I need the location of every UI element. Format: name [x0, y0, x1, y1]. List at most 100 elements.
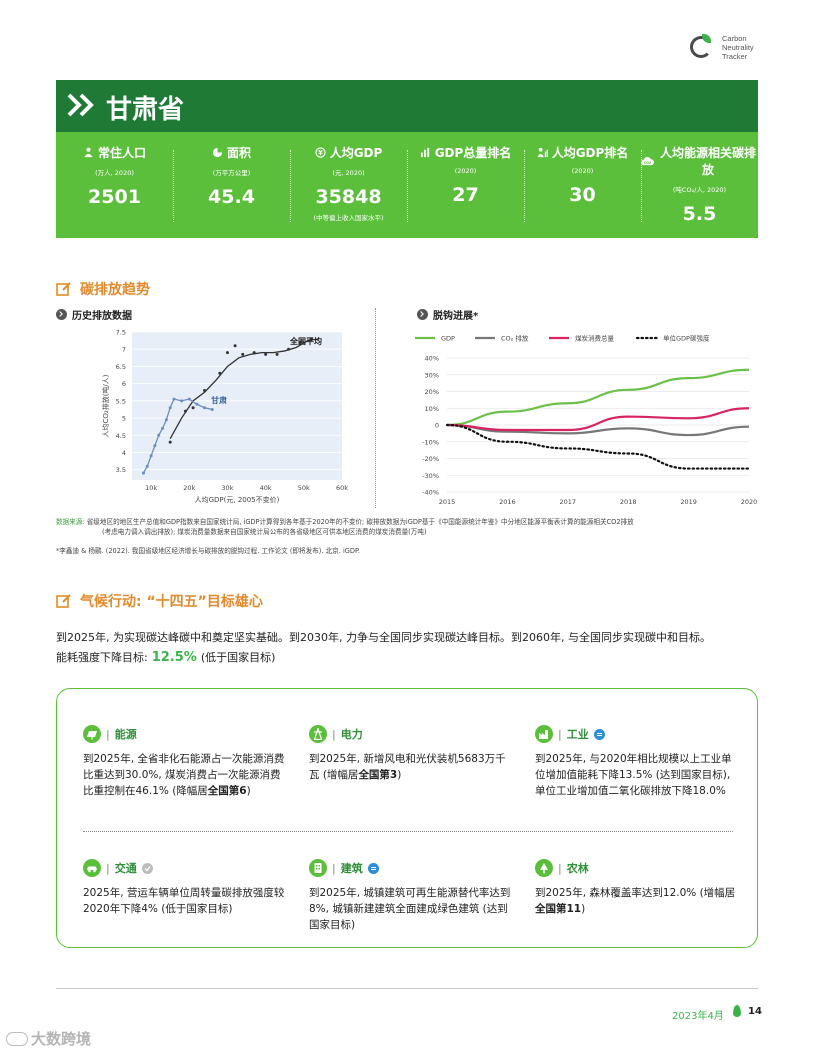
y-tick-label: 30% [425, 371, 439, 379]
y-tick-label: 5 [122, 415, 126, 423]
person-rank-icon [537, 147, 548, 158]
y-tick-label: 0 [435, 422, 439, 430]
legend: GDP CO₂ 排放 煤炭消费总量 单位GDP碳强度 [415, 334, 710, 343]
watermark: 大数跨境 [6, 1028, 91, 1049]
legend-label: 单位GDP碳强度 [663, 334, 710, 343]
publication-date: 2023年4月 [672, 1011, 724, 1022]
goal-title: 建筑 [340, 862, 363, 875]
stat-unit: (万人, 2020) [95, 169, 134, 177]
x-tick-label: 50k [298, 484, 310, 492]
power-tower-icon [309, 725, 327, 743]
stat-value: 5.5 [682, 203, 717, 225]
footnote: *李鑫迪 & 杨鹂. (2022). 我国省级地区经济增长与碳排放的脱钩过程. … [56, 547, 361, 555]
footer-rule [56, 988, 758, 989]
data-point [252, 351, 256, 355]
x-tick-label: 2015 [439, 498, 456, 506]
yuan-icon: ¥ [315, 147, 326, 158]
legend-label: CO₂ 排放 [501, 334, 529, 343]
source-label: 数据来源: [56, 518, 85, 526]
data-point [153, 444, 157, 448]
intro-line-1: 到2025年, 为实现碳达峰碳中和奠定坚实基础。到2030年, 力争与全国同步实… [56, 631, 711, 644]
stat-unit: (吨CO₂/人, 2020) [672, 186, 727, 194]
logo-text: Carbon Neutrality Tracker [722, 34, 754, 61]
logo-line-2: Neutrality [722, 43, 754, 52]
subtitle-text: 脱钩进展* [433, 311, 479, 322]
svg-text:CO2: CO2 [644, 160, 652, 164]
source-text: 省级地区的地区生产总值和GDP指数来自国家统计局, iGDP计算得到各年基于20… [86, 518, 634, 526]
y-axis-label: 人均CO₂排放(吨/人) [101, 374, 110, 437]
stat-gdp-per-capita-rank: 人均GDP排名 (2020) 30 [524, 144, 641, 238]
stat-population: 常住人口 (万人, 2020) 2501 [56, 144, 173, 238]
grid [447, 357, 749, 493]
stat-gdp-per-capita: ¥ 人均GDP (元, 2020) 35848 (中等偏上收入国家水平) [290, 144, 407, 238]
energy-target-label: 能耗强度下降目标: [56, 651, 148, 664]
series-line [446, 368, 750, 427]
separator: | [332, 727, 336, 741]
data-point [203, 406, 207, 410]
y-tick-label: -40% [422, 489, 439, 497]
stat-label: 人均GDP排名 [551, 146, 629, 160]
y-tick-label: 40% [425, 355, 439, 363]
y-tick-labels: -40% -30% -20% -10% 0 10% 20% 30% 40% [422, 355, 439, 497]
y-tick-label: 7.5 [116, 330, 126, 337]
panel-divider [83, 831, 733, 832]
plot-background [132, 332, 342, 480]
goal-title: 工业 [566, 728, 589, 741]
separator: | [106, 727, 110, 741]
goal-head: | 农林 [535, 859, 740, 877]
legend-label: 煤炭消费总量 [575, 334, 615, 343]
y-tick-label: 20% [425, 388, 439, 396]
data-point [275, 352, 279, 356]
y-tick-label: 4.5 [116, 432, 126, 440]
stat-gdp-label-row: ¥ 人均GDP [290, 144, 407, 161]
y-tick-label: 6 [122, 380, 126, 388]
stat-label: 人均GDP [329, 146, 383, 160]
x-tick-labels: 2015 2016 2017 2018 2019 2020 [439, 498, 758, 506]
energy-target-value: 12.5% [151, 650, 197, 665]
series-group [141, 337, 320, 475]
stat-unit: (2020) [571, 167, 594, 175]
source-line-1: 数据来源: 省级地区的地区生产总值和GDP指数来自国家统计局, iGDP计算得到… [56, 517, 758, 527]
y-tick-label: -30% [422, 472, 439, 480]
people-icon [84, 147, 93, 158]
data-point [172, 397, 176, 401]
goal-text: 到2025年, 森林覆盖率达到12.0% (增幅居全国第11) [535, 885, 740, 917]
y-tick-label: -10% [422, 438, 439, 446]
x-tick-label: 2018 [620, 498, 637, 506]
section-title-text: 碳排放趋势 [80, 282, 150, 298]
stat-note: (中等偏上收入国家水平) [313, 214, 384, 222]
check-icon [141, 862, 153, 874]
goal-energy: | 能源 到2025年, 全省非化石能源占一次能源消费比重达到30.0%, 煤炭… [83, 725, 288, 799]
goal-head: | 工业 [535, 725, 740, 743]
data-point [187, 397, 191, 401]
tree-icon [535, 859, 553, 877]
y-tick-label: 7 [122, 346, 126, 354]
goal-rank: 全国第3 [358, 769, 398, 781]
source-text-2: (考虑电力调入调出排放); 煤炭消费量数据来自国家统计局公布的各省级地区可供本地… [102, 528, 427, 536]
series-line [445, 423, 751, 470]
goal-head: | 交通 [83, 859, 288, 877]
goal-text: 到2025年, 全省非化石能源占一次能源消费比重达到30.0%, 煤炭消费占一次… [83, 751, 288, 799]
energy-intensity-target: 能耗强度下降目标: 12.5% (低于国家目标) [56, 648, 766, 668]
x-tick-label: 2019 [680, 498, 697, 506]
building-icon [309, 859, 327, 877]
stat-gdppc-rank-label-row: 人均GDP排名 [524, 144, 641, 161]
goal-title: 电力 [340, 728, 363, 741]
data-point [241, 352, 245, 356]
data-point [149, 454, 153, 458]
stat-energy-emission-per-capita: CO2 人均能源相关碳排放 (吨CO₂/人, 2020) 5.5 [641, 144, 758, 238]
stat-value: 27 [452, 184, 479, 206]
stat-emission-label-row: CO2 人均能源相关碳排放 [641, 144, 758, 178]
goal-text: 2025年, 营运车辆单位周转量碳排放强度较2020年下降4% (低于国家目标) [83, 887, 285, 915]
stat-value: 30 [569, 184, 596, 206]
logo-line-3: Tracker [722, 52, 748, 61]
series-line [446, 407, 750, 432]
stat-value: 2501 [88, 186, 141, 208]
series-group [445, 368, 751, 470]
section-climate-action-title: 气候行动: “十四五”目标雄心 [56, 591, 263, 611]
page-number: 14 [748, 1006, 762, 1017]
goal-head: | 能源 [83, 725, 288, 743]
stat-value: 35848 [315, 186, 382, 208]
column-divider [375, 308, 376, 508]
legend-label: GDP [441, 335, 455, 343]
